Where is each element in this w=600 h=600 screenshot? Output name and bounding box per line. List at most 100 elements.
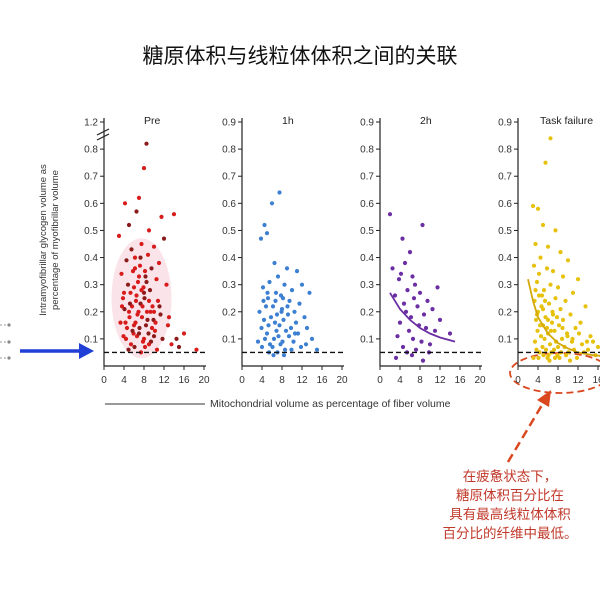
data-point: [560, 274, 566, 279]
data-point: [387, 212, 393, 217]
axis-break-mark: [96, 128, 110, 136]
data-point: [533, 288, 538, 293]
data-point: [425, 298, 430, 303]
y-tick-label: 0.5: [498, 226, 512, 237]
data-point: [268, 315, 274, 320]
data-point: [406, 328, 412, 333]
data-point: [121, 290, 127, 295]
x-tick-label: 16: [454, 375, 466, 386]
data-point: [151, 309, 157, 314]
y-tick-label: 0.1: [222, 334, 236, 345]
data-point: [401, 301, 407, 306]
data-point: [568, 312, 573, 317]
y-tick-label: 0.3: [360, 280, 374, 291]
panel-title: 1h: [282, 115, 294, 127]
data-point: [563, 353, 569, 358]
data-point: [145, 317, 150, 322]
data-point: [265, 296, 271, 301]
data-point: [119, 271, 124, 276]
data-point: [548, 282, 553, 287]
y-tick-label: 0.2: [360, 307, 374, 318]
data-point: [560, 325, 565, 331]
data-point: [275, 274, 281, 279]
data-point: [143, 323, 149, 328]
callout-line: 百分比的纤维中最低。: [442, 526, 578, 542]
data-point: [283, 328, 289, 333]
x-tick-label: 0: [377, 375, 383, 386]
y-tick-label: 0.7: [360, 172, 374, 183]
data-point: [123, 336, 129, 341]
data-point: [153, 320, 158, 325]
data-point: [145, 252, 151, 257]
data-point: [565, 334, 570, 339]
data-point: [543, 315, 548, 320]
y-tick-label: 0.4: [498, 253, 512, 264]
data-point: [536, 355, 541, 360]
data-point: [169, 342, 174, 347]
data-point: [141, 336, 147, 341]
data-point: [139, 288, 144, 293]
data-point: [144, 279, 149, 285]
scatter-panels: 0.1 0.2 0.3 0.4 0.5 0.6 0.7 0.8 1.2 0 4 8 12 16 20 Pre 0…: [84, 115, 600, 386]
y-tick-label: 0.4: [84, 253, 98, 264]
data-point: [548, 136, 553, 141]
data-point: [144, 309, 150, 314]
data-point: [553, 296, 558, 301]
data-point: [537, 350, 542, 355]
data-point: [165, 323, 171, 328]
callout-line: 具有最高线粒体体积: [449, 507, 571, 523]
data-point: [133, 298, 139, 303]
x-tick-label: 20: [474, 375, 486, 386]
data-point: [258, 236, 264, 241]
data-point: [149, 266, 154, 271]
data-point: [277, 190, 282, 195]
y-tick-label: 0.8: [498, 145, 512, 156]
data-point: [303, 342, 309, 347]
data-point: [410, 274, 415, 279]
y-tick-label: 0.9: [360, 118, 374, 129]
data-point: [130, 328, 135, 333]
data-point: [270, 344, 275, 350]
data-point: [412, 282, 418, 287]
data-point: [590, 339, 596, 344]
data-point: [403, 309, 409, 314]
data-point: [421, 312, 427, 317]
y-tick-label: 0.3: [222, 280, 236, 291]
panel-title: 2h: [420, 115, 432, 127]
data-point: [573, 325, 578, 331]
data-point: [146, 298, 152, 303]
data-point: [395, 334, 400, 339]
data-point: [147, 288, 153, 293]
data-point: [132, 344, 137, 350]
data-point: [548, 328, 554, 333]
data-point: [151, 334, 157, 339]
data-point: [407, 250, 413, 255]
data-point: [132, 255, 138, 260]
data-point: [135, 279, 141, 285]
x-tick-label: 20: [198, 375, 210, 386]
data-point: [282, 347, 288, 352]
data-point: [269, 201, 275, 206]
data-point: [174, 336, 179, 341]
data-point: [160, 336, 165, 341]
data-point: [298, 344, 304, 350]
data-point: [152, 328, 158, 333]
data-point: [137, 325, 142, 331]
data-point: [156, 260, 162, 266]
y-tick-label: 0.2: [222, 307, 236, 318]
data-point: [557, 355, 562, 360]
x-tick-label: 4: [259, 375, 265, 386]
data-point: [139, 241, 144, 247]
data-point: [125, 282, 131, 287]
data-point: [539, 293, 545, 298]
data-point: [164, 282, 169, 287]
data-point: [141, 290, 147, 295]
data-point: [148, 309, 153, 314]
highlight-ellipse: [509, 352, 600, 394]
data-point: [410, 336, 416, 341]
data-point: [535, 328, 540, 333]
data-point: [181, 331, 187, 336]
data-point: [547, 342, 553, 347]
data-point: [171, 212, 177, 217]
data-point: [534, 347, 539, 352]
